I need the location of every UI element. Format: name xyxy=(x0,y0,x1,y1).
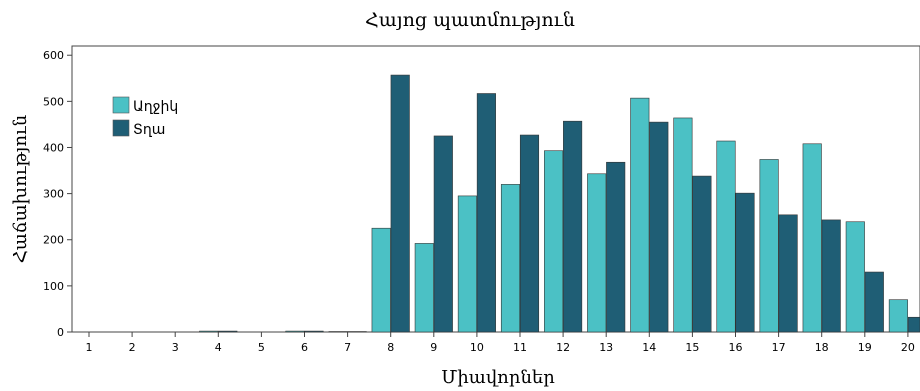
legend-label-girls: Աղջիկ xyxy=(133,99,178,115)
bar-girls-12 xyxy=(544,150,564,333)
x-tick-label: 6 xyxy=(301,341,308,354)
bar-boys-9 xyxy=(433,135,453,333)
bar-boys-16 xyxy=(735,192,755,333)
y-tick-label: 600 xyxy=(43,49,64,62)
bar-girls-8 xyxy=(371,227,391,333)
bar-girls-4 xyxy=(199,330,219,333)
bars xyxy=(199,74,920,333)
legend: Աղջիկ Տղա xyxy=(112,96,178,138)
x-tick-label: 17 xyxy=(772,341,786,354)
bar-boys-14 xyxy=(649,121,669,333)
x-tick-label: 7 xyxy=(344,341,351,354)
x-tick-label: 11 xyxy=(513,341,527,354)
y-axis: 0 100 200 300 400 500 600 xyxy=(43,49,72,339)
bar-boys-18 xyxy=(821,219,841,333)
x-tick-label: 8 xyxy=(387,341,394,354)
y-tick-label: 100 xyxy=(43,280,64,293)
x-tick-label: 19 xyxy=(858,341,872,354)
legend-swatch-boys xyxy=(112,119,130,137)
bar-girls-9 xyxy=(414,243,434,333)
x-tick-label: 5 xyxy=(258,341,265,354)
y-tick-label: 0 xyxy=(57,326,64,339)
x-tick-label: 13 xyxy=(599,341,613,354)
y-tick-label: 300 xyxy=(43,188,64,201)
bar-boys-13 xyxy=(606,161,626,333)
x-tick-label: 14 xyxy=(642,341,656,354)
bar-boys-20 xyxy=(907,316,920,333)
bar-boys-8 xyxy=(390,74,410,333)
bar-boys-10 xyxy=(476,93,496,333)
x-axis-label: Միավորներ xyxy=(441,367,555,388)
bar-girls-15 xyxy=(673,117,693,333)
bar-boys-4 xyxy=(218,330,238,333)
bar-girls-19 xyxy=(845,221,865,333)
y-tick-label: 500 xyxy=(43,95,64,108)
bar-girls-20 xyxy=(888,299,908,333)
x-axis: 1 2 3 4 5 6 7 8 9 10 11 12 13 14 15 16 17 18 19 20 xyxy=(86,332,915,354)
y-tick-label: 400 xyxy=(43,141,64,154)
x-tick-label: 12 xyxy=(556,341,570,354)
bar-girls-10 xyxy=(457,195,477,333)
bar-girls-17 xyxy=(759,159,779,333)
x-tick-label: 18 xyxy=(815,341,829,354)
x-tick-label: 16 xyxy=(729,341,743,354)
bar-girls-16 xyxy=(716,140,736,333)
x-tick-label: 20 xyxy=(901,341,915,354)
bar-boys-12 xyxy=(563,120,583,333)
x-tick-label: 1 xyxy=(86,341,93,354)
bar-girls-6 xyxy=(285,330,305,333)
bar-boys-15 xyxy=(692,175,712,333)
x-tick-label: 9 xyxy=(430,341,437,354)
x-tick-label: 4 xyxy=(215,341,222,354)
bar-boys-6 xyxy=(304,330,324,333)
bar-girls-14 xyxy=(630,97,650,333)
x-tick-label: 15 xyxy=(685,341,699,354)
chart-title: Հայոց պատմություն xyxy=(365,9,575,31)
bar-boys-19 xyxy=(864,271,884,333)
x-tick-label: 2 xyxy=(129,341,136,354)
bar-girls-11 xyxy=(500,184,521,333)
bar-boys-11 xyxy=(519,134,540,333)
legend-swatch-girls xyxy=(112,96,130,114)
legend-label-boys: Տղա xyxy=(133,122,165,138)
bar-boys-17 xyxy=(778,214,798,333)
bar-girls-13 xyxy=(587,173,607,333)
y-tick-label: 200 xyxy=(43,234,64,247)
bar-girls-18 xyxy=(802,143,822,333)
x-tick-label: 10 xyxy=(470,341,484,354)
x-tick-label: 3 xyxy=(172,341,179,354)
y-axis-label: Հաճախություն xyxy=(10,115,31,263)
